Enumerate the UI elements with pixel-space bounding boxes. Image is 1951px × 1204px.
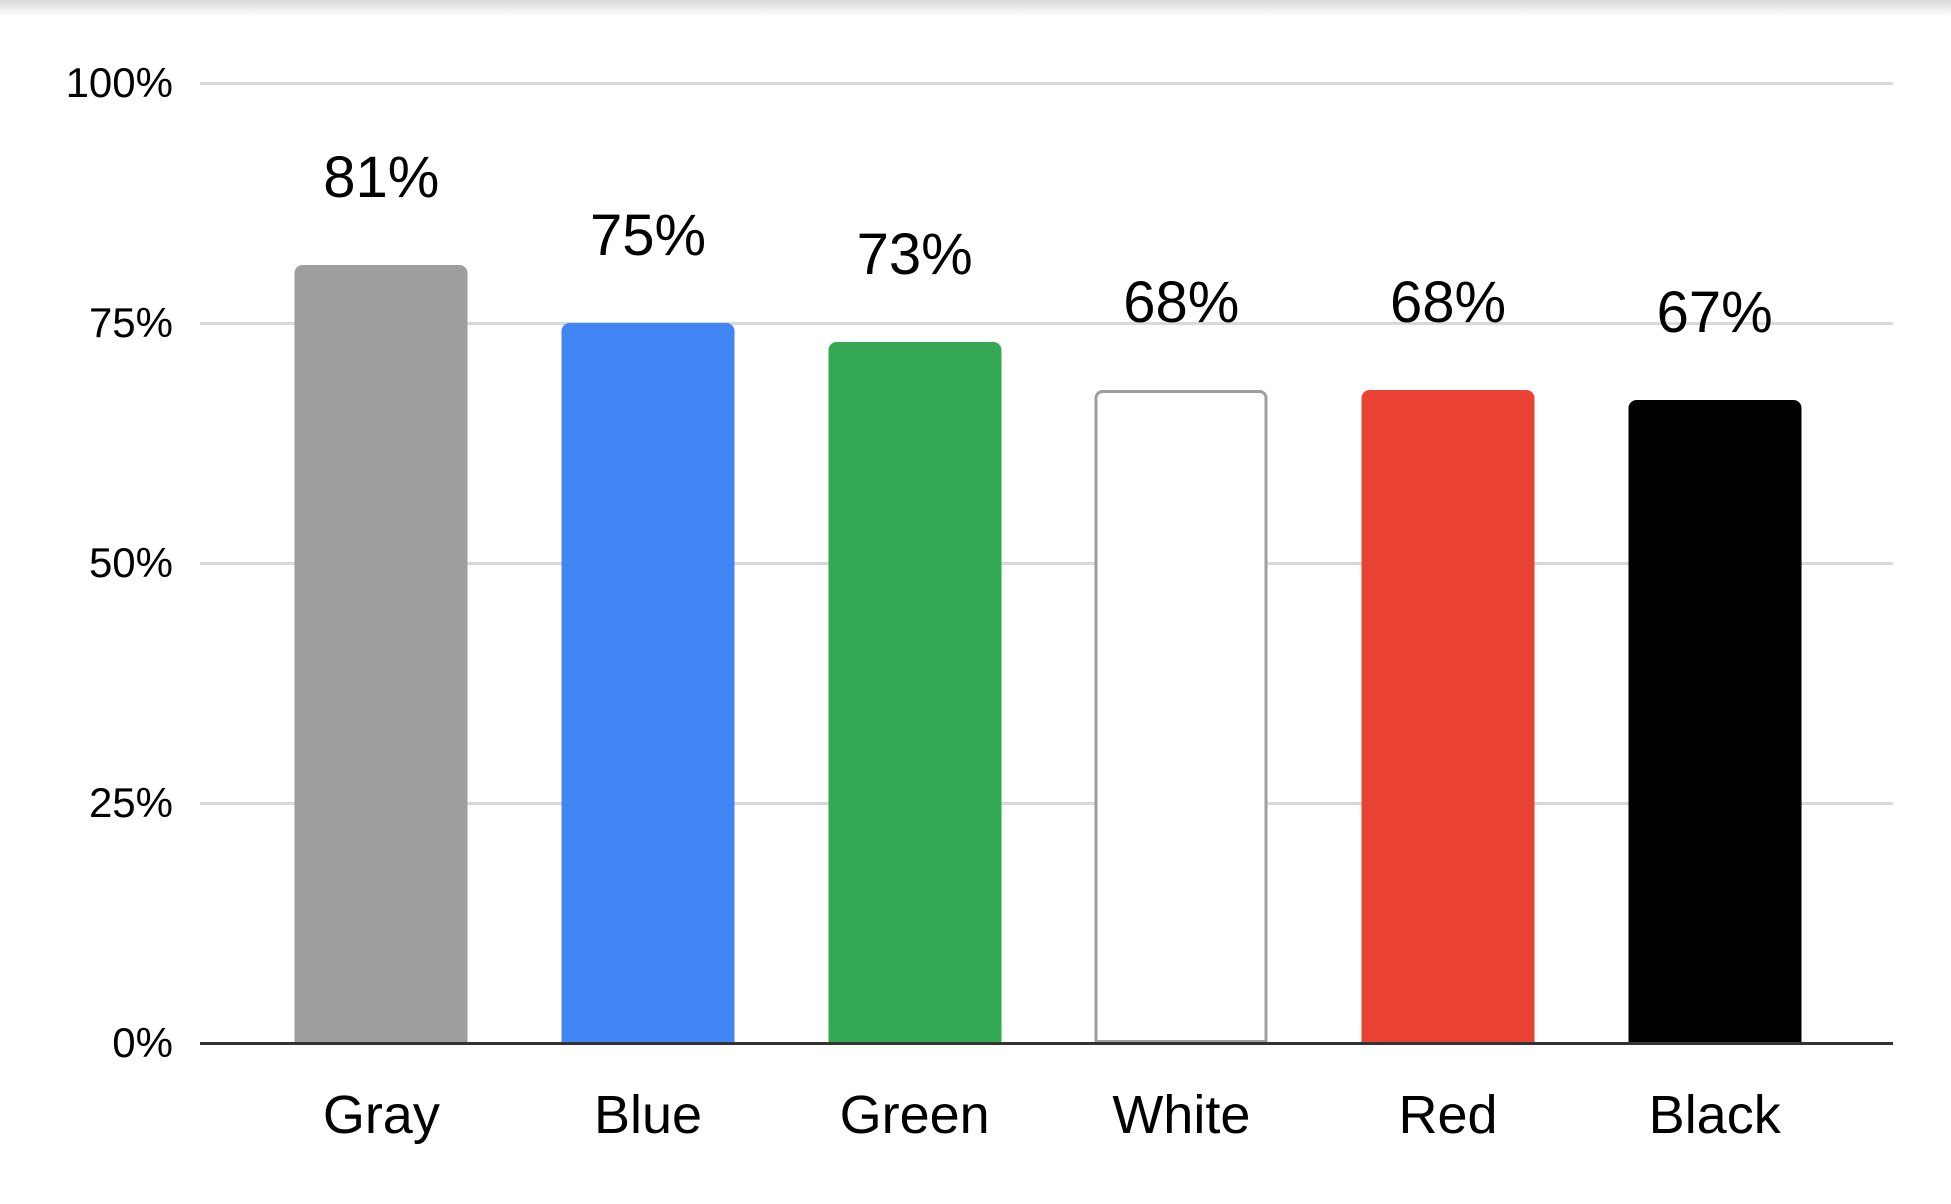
gridline <box>200 802 1893 805</box>
value-label: 75% <box>589 203 707 268</box>
gridline <box>200 562 1893 565</box>
bar-column: 73% <box>781 83 1048 1043</box>
category-label: Red <box>1398 1085 1498 1145</box>
y-tick-label: 100% <box>65 59 173 106</box>
bars-row: 81% 75% 73% 68% 68% 67% <box>248 83 1848 1043</box>
category-label: Blue <box>593 1085 703 1145</box>
top-edge-shadow <box>0 0 1951 16</box>
plot-area: 100% 75% 50% 25% 0% <box>0 62 1951 1064</box>
bar-green <box>828 342 1002 1043</box>
bar-column: 68% <box>1315 83 1582 1043</box>
y-tick-label: 50% <box>88 539 173 586</box>
value-label: 67% <box>1656 279 1773 345</box>
category-axis: Gray Blue Green White Red Black <box>248 1046 1848 1142</box>
gridline <box>200 82 1893 85</box>
bar-blue <box>561 323 735 1043</box>
y-tick-label: 0% <box>112 1019 173 1066</box>
bar-column: 81% <box>248 83 515 1043</box>
y-tick-label: 25% <box>88 779 173 826</box>
y-tick-label: 75% <box>88 299 173 346</box>
category-label: Black <box>1648 1085 1781 1145</box>
value-label: 68% <box>1389 270 1507 336</box>
bar-red <box>1361 390 1535 1043</box>
value-label: 73% <box>856 222 973 288</box>
bar-column: 75% <box>515 83 782 1043</box>
bar-gray <box>294 265 468 1043</box>
bar-white <box>1094 390 1268 1043</box>
category-label: Green <box>839 1085 990 1145</box>
gridline <box>200 322 1893 325</box>
x-axis-line <box>200 1042 1893 1045</box>
value-label: 81% <box>323 145 440 211</box>
value-label: 68% <box>1123 270 1240 336</box>
bar-column: 68% <box>1048 83 1315 1043</box>
category-label: White <box>1112 1085 1251 1145</box>
bar-column: 67% <box>1581 83 1848 1043</box>
bar-black <box>1628 399 1802 1043</box>
category-label: Gray <box>322 1085 440 1145</box>
